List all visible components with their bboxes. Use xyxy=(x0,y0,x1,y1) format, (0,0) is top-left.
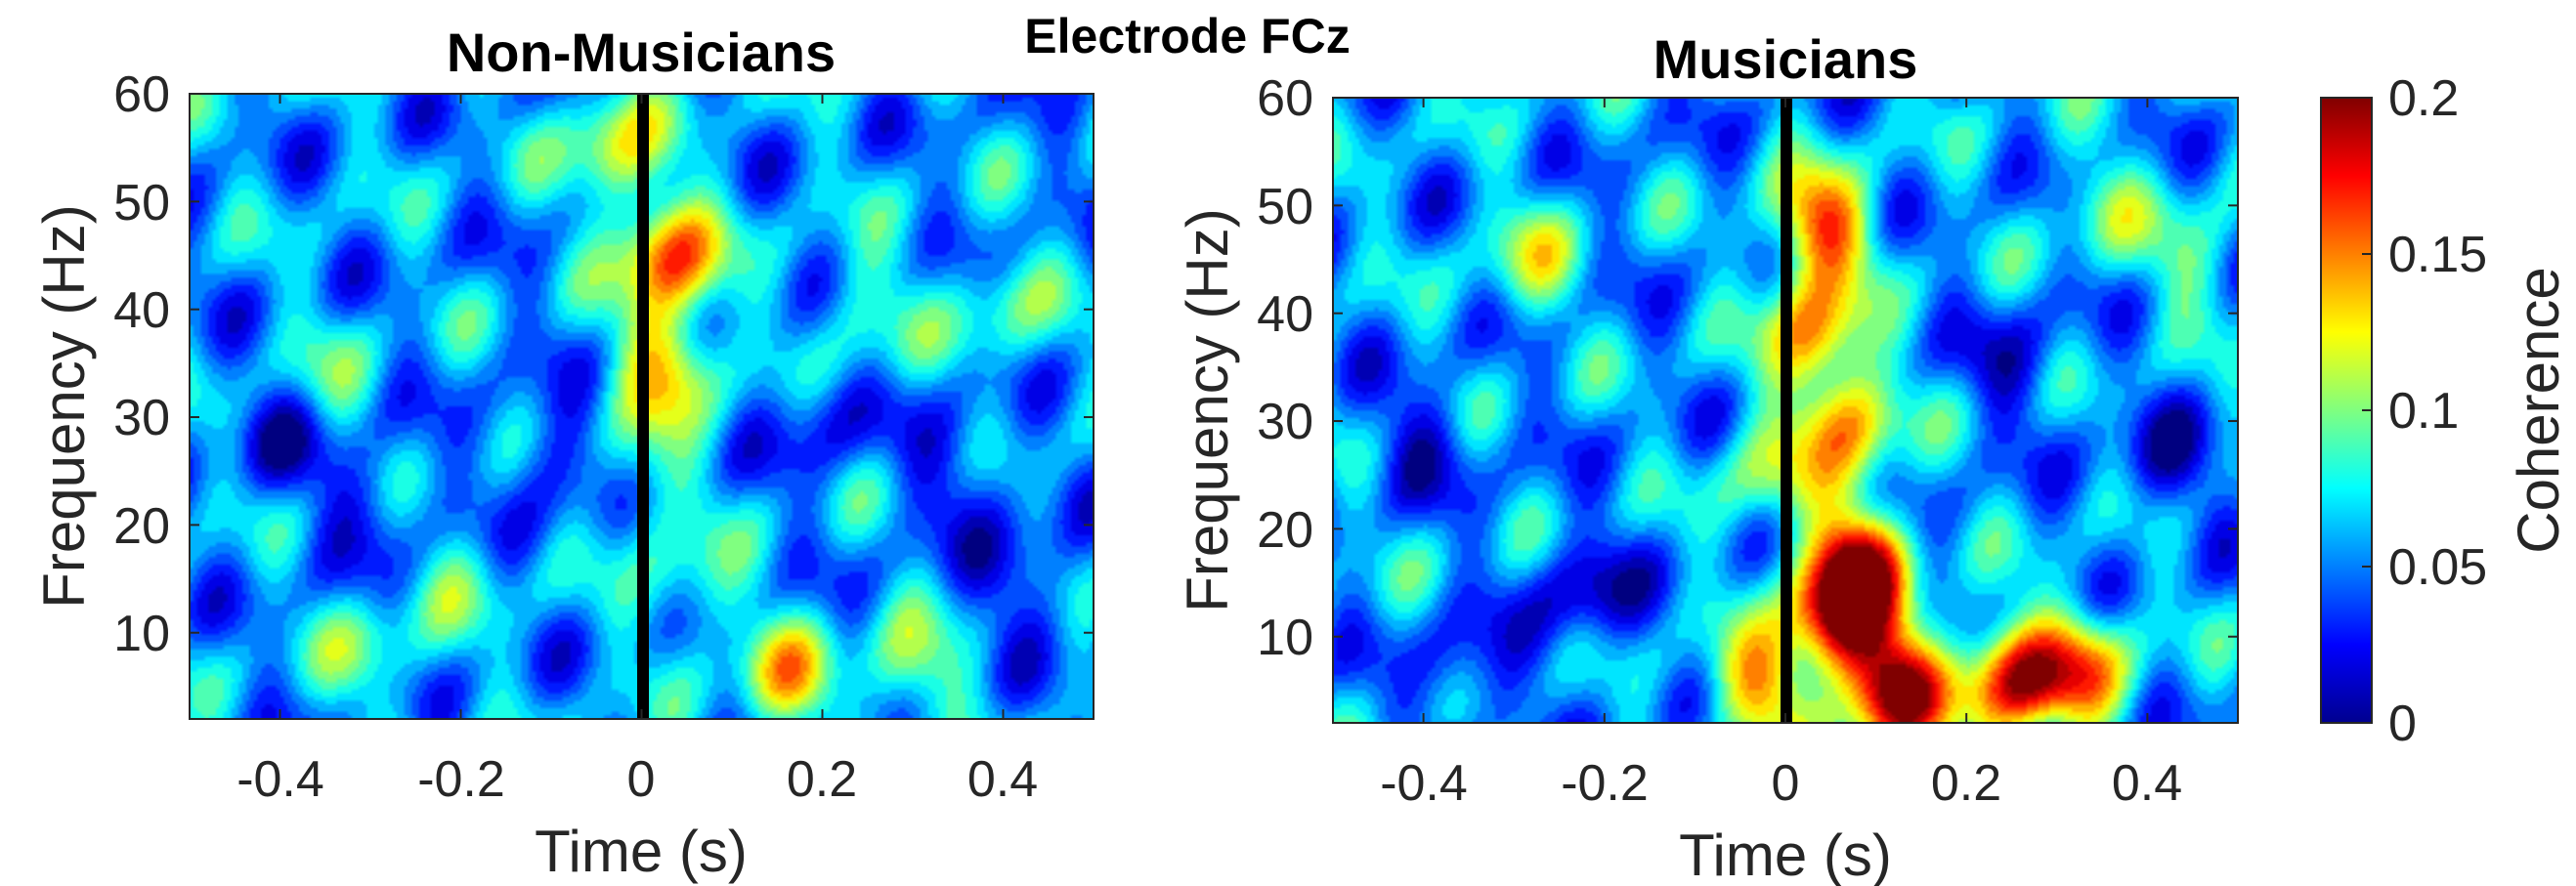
y-tick-label: 60 xyxy=(113,66,170,123)
y-tick-label: 40 xyxy=(1257,286,1313,343)
y-axis-title: Frequency (Hz) xyxy=(1175,208,1240,612)
colorbar-title: Coherence xyxy=(2506,267,2571,554)
panel-musicians: Musicians 60 50 40 30 20 10 -0.4 -0.2 0 … xyxy=(1175,28,2239,886)
colorbar-tick-marks xyxy=(2362,97,2372,724)
panel-title: Musicians xyxy=(1653,28,1918,90)
y-tick-label: 10 xyxy=(1257,610,1313,666)
x-axis-title: Time (s) xyxy=(1679,823,1892,886)
y-tick-label: 50 xyxy=(1257,179,1313,235)
figure-super-title: Electrode FCz xyxy=(1024,9,1350,63)
y-tick-label: 40 xyxy=(113,282,170,339)
x-tick-label: -0.4 xyxy=(1380,755,1468,812)
x-tick-label: -0.2 xyxy=(417,751,505,808)
x-tick-label: 0.2 xyxy=(787,751,857,808)
x-axis-title: Time (s) xyxy=(535,819,748,884)
x-tick-label: 0.4 xyxy=(967,751,1038,808)
colorbar-tick-label: 0 xyxy=(2388,696,2417,752)
x-tick-label: 0.2 xyxy=(1931,755,2001,812)
y-tick-label: 20 xyxy=(1257,502,1313,559)
x-tick-label: 0 xyxy=(1772,755,1800,812)
x-tick-label: -0.4 xyxy=(236,751,324,808)
panel-title: Non-Musicians xyxy=(447,21,836,83)
colorbar-tick-label: 0.2 xyxy=(2388,70,2459,127)
colorbar-tick-label: 0.15 xyxy=(2388,227,2487,283)
panel-non-musicians: Non-Musicians 60 50 40 30 20 10 -0.4 -0.… xyxy=(31,21,1095,884)
x-tick-label: -0.2 xyxy=(1561,755,1649,812)
y-tick-label: 30 xyxy=(113,390,170,446)
y-tick-label: 60 xyxy=(1257,70,1313,127)
x-tick-label: 0.4 xyxy=(2112,755,2182,812)
y-tick-label: 50 xyxy=(113,175,170,232)
x-tick-label: 0 xyxy=(627,751,656,808)
colorbar-tick-label: 0.05 xyxy=(2388,539,2487,596)
y-tick-label: 10 xyxy=(113,606,170,662)
y-tick-label: 20 xyxy=(113,498,170,555)
tick-marks xyxy=(1333,97,2238,723)
tick-marks xyxy=(190,93,1094,719)
colorbar-tick-label: 0.1 xyxy=(2388,383,2459,440)
y-axis-title: Frequency (Hz) xyxy=(31,204,97,608)
colorbar: 0.2 0.15 0.1 0.05 0 Coherence xyxy=(2320,70,2571,752)
y-tick-label: 30 xyxy=(1257,394,1313,450)
